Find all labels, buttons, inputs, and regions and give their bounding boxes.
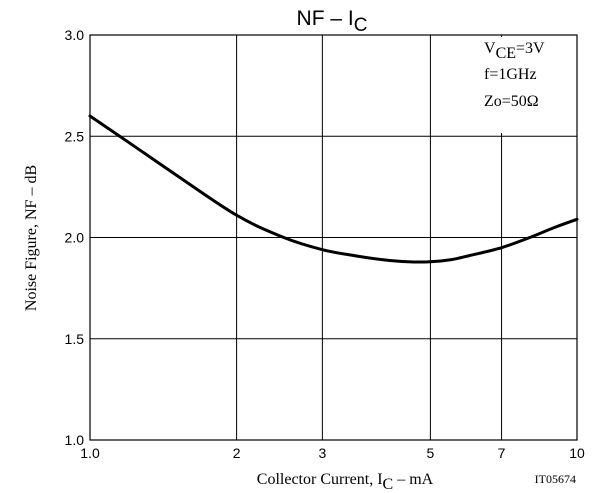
y-tick-label: 1.5 (65, 331, 85, 347)
conditions-background (472, 37, 575, 133)
x-tick-label: 3 (318, 445, 326, 461)
x-tick-label: 7 (498, 445, 506, 461)
y-tick-label: 3.0 (65, 27, 85, 43)
condition-frequency: f=1GHz (484, 66, 537, 83)
x-tick-label: 5 (426, 445, 434, 461)
conditions-legend: VCE=3V f=1GHz Zo=50Ω (472, 37, 575, 133)
condition-vce: VCE=3V (484, 40, 545, 62)
x-tick-labels: 1.0 2 3 5 7 10 (80, 445, 585, 461)
x-tick-label: 10 (569, 445, 585, 461)
x-tick-label: 1.0 (80, 445, 100, 461)
y-tick-labels: 1.0 1.5 2.0 2.5 3.0 (65, 27, 85, 448)
x-axis-label: Collector Current, IC – mA (257, 471, 434, 493)
y-tick-label: 2.0 (65, 230, 85, 246)
figure-id: IT05674 (535, 472, 576, 486)
plot-frame (89, 34, 578, 441)
chart-title: NF – IC (297, 7, 368, 36)
y-tick-label: 2.5 (65, 128, 85, 144)
y-tick-label: 1.0 (65, 432, 85, 448)
x-tick-label: 2 (233, 445, 241, 461)
nf-curve (88, 114, 579, 264)
y-axis-label: Noise Figure, NF – dB (23, 165, 40, 311)
condition-impedance: Zo=50Ω (484, 93, 539, 110)
